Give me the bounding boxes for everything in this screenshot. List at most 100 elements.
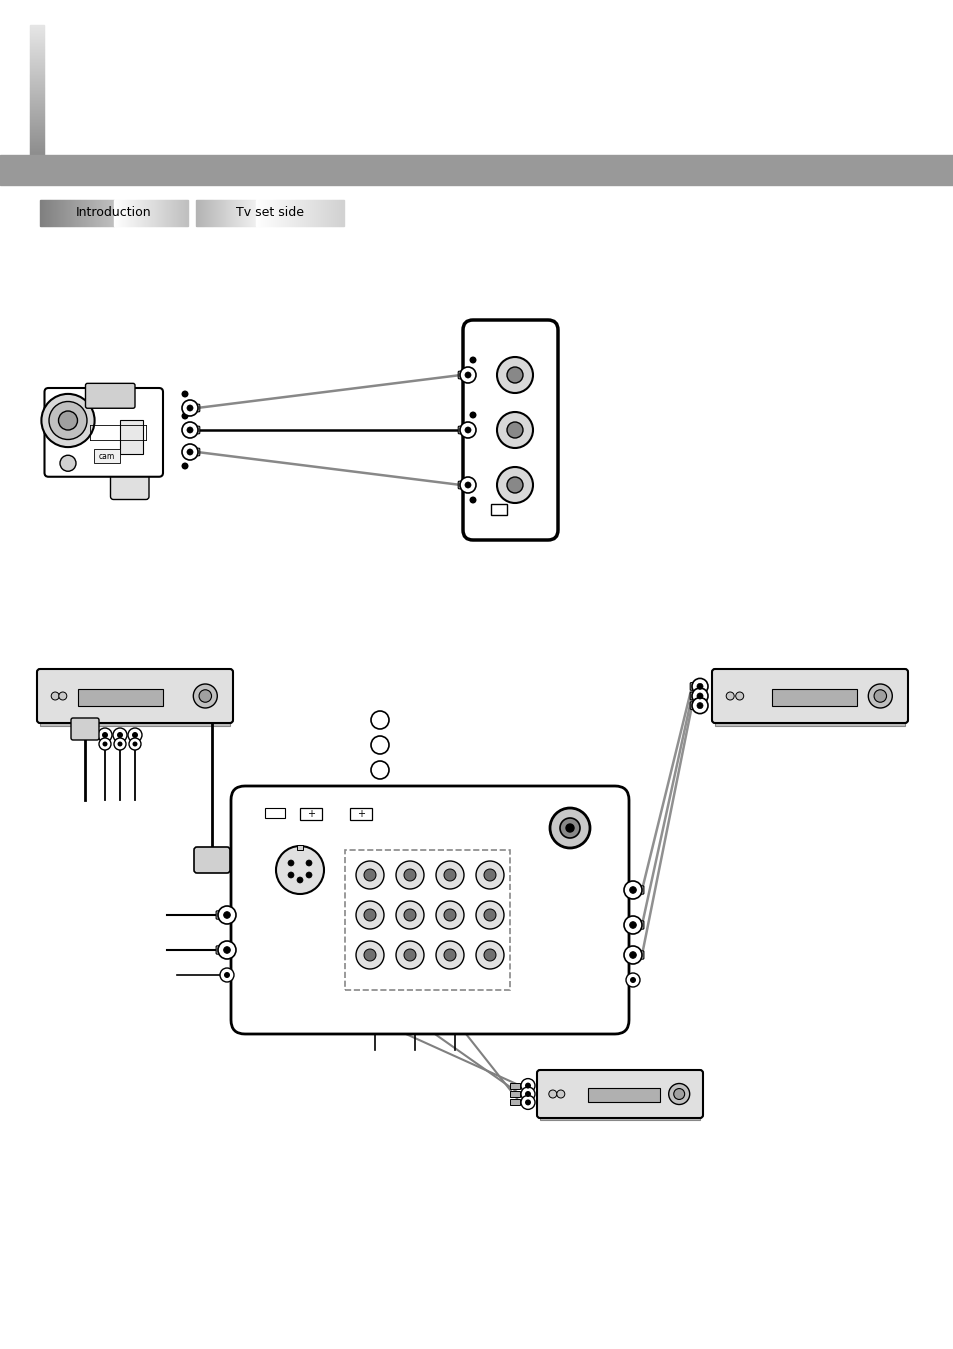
- Bar: [153, 200, 154, 227]
- Bar: [243, 200, 244, 227]
- Circle shape: [220, 969, 233, 982]
- Bar: [216, 200, 218, 227]
- Bar: [85, 200, 86, 227]
- Circle shape: [403, 909, 416, 921]
- Bar: [318, 200, 319, 227]
- FancyBboxPatch shape: [231, 786, 628, 1033]
- Bar: [250, 200, 251, 227]
- Bar: [138, 200, 139, 227]
- Circle shape: [520, 1087, 535, 1101]
- Circle shape: [443, 909, 456, 921]
- Bar: [69, 200, 70, 227]
- Bar: [320, 200, 322, 227]
- Bar: [281, 200, 282, 227]
- Circle shape: [497, 411, 533, 448]
- Bar: [117, 200, 118, 227]
- FancyBboxPatch shape: [457, 426, 471, 434]
- Bar: [63, 200, 64, 227]
- Bar: [102, 200, 103, 227]
- Circle shape: [476, 861, 503, 889]
- Bar: [142, 200, 143, 227]
- Bar: [350, 808, 372, 820]
- Bar: [61, 200, 62, 227]
- Bar: [157, 200, 158, 227]
- Circle shape: [668, 1083, 689, 1105]
- Circle shape: [469, 356, 476, 363]
- Bar: [206, 200, 207, 227]
- Bar: [334, 200, 335, 227]
- Circle shape: [623, 881, 641, 898]
- Bar: [64, 200, 65, 227]
- Circle shape: [117, 733, 123, 738]
- Bar: [324, 200, 325, 227]
- Bar: [291, 200, 292, 227]
- Bar: [148, 200, 149, 227]
- Bar: [136, 200, 137, 227]
- Bar: [119, 200, 120, 227]
- Bar: [311, 200, 312, 227]
- Circle shape: [459, 422, 476, 438]
- Bar: [491, 505, 506, 515]
- Bar: [54, 200, 55, 227]
- Bar: [260, 200, 261, 227]
- FancyBboxPatch shape: [111, 465, 149, 499]
- Bar: [178, 200, 179, 227]
- Circle shape: [629, 951, 636, 958]
- Bar: [91, 200, 92, 227]
- Bar: [225, 200, 226, 227]
- Bar: [212, 200, 213, 227]
- Bar: [75, 200, 76, 227]
- Circle shape: [464, 482, 471, 488]
- Bar: [169, 200, 170, 227]
- Bar: [287, 200, 288, 227]
- Text: Introduction: Introduction: [76, 206, 152, 220]
- Circle shape: [364, 869, 375, 881]
- Circle shape: [436, 901, 463, 929]
- Bar: [267, 200, 268, 227]
- Bar: [179, 200, 180, 227]
- Bar: [43, 200, 44, 227]
- Bar: [226, 200, 227, 227]
- Bar: [84, 200, 85, 227]
- Text: +: +: [356, 809, 365, 819]
- Bar: [87, 200, 88, 227]
- Bar: [62, 200, 63, 227]
- Circle shape: [520, 1079, 535, 1093]
- Circle shape: [735, 692, 743, 700]
- Circle shape: [483, 909, 496, 921]
- Bar: [132, 200, 133, 227]
- Bar: [201, 200, 202, 227]
- Bar: [128, 200, 129, 227]
- Bar: [159, 200, 160, 227]
- Bar: [204, 200, 205, 227]
- Circle shape: [623, 916, 641, 934]
- Bar: [112, 200, 113, 227]
- Bar: [81, 200, 82, 227]
- Bar: [135, 200, 136, 227]
- Circle shape: [58, 411, 77, 430]
- Circle shape: [691, 679, 707, 695]
- Bar: [296, 844, 303, 850]
- Bar: [131, 200, 132, 227]
- Bar: [294, 200, 295, 227]
- Bar: [122, 200, 123, 227]
- Bar: [252, 200, 253, 227]
- Bar: [141, 200, 142, 227]
- Circle shape: [625, 973, 639, 987]
- Bar: [154, 200, 156, 227]
- Bar: [244, 200, 245, 227]
- Circle shape: [443, 948, 456, 960]
- Bar: [73, 200, 74, 227]
- Circle shape: [506, 478, 522, 492]
- Bar: [97, 200, 98, 227]
- Bar: [77, 200, 78, 227]
- Circle shape: [181, 413, 189, 420]
- Bar: [273, 200, 274, 227]
- Bar: [253, 200, 254, 227]
- FancyBboxPatch shape: [689, 692, 702, 700]
- Bar: [52, 200, 53, 227]
- Circle shape: [218, 942, 235, 959]
- Bar: [168, 200, 169, 227]
- Bar: [510, 1083, 519, 1089]
- Bar: [305, 200, 306, 227]
